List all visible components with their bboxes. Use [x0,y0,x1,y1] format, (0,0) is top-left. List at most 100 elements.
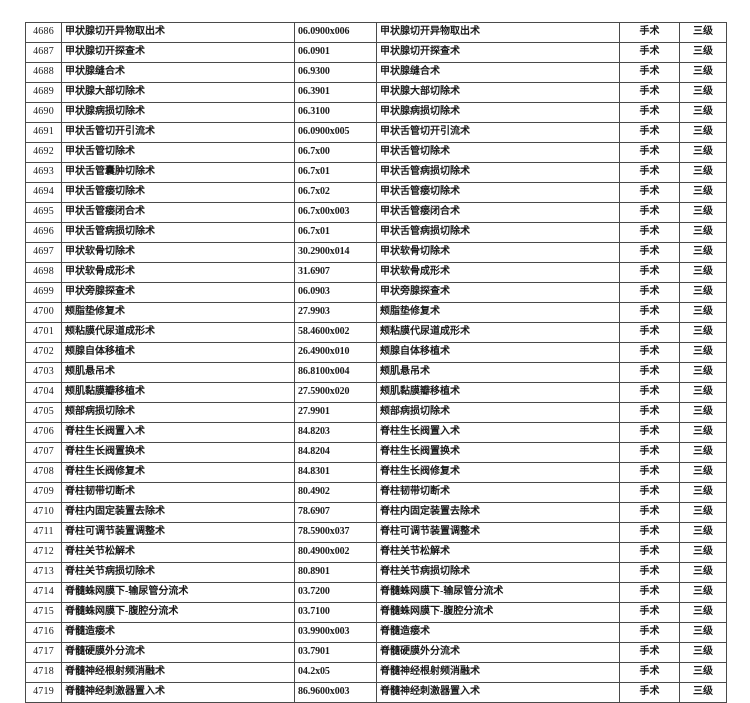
cell-procedure-name: 甲状舌管切除术 [61,142,295,163]
table-row[interactable]: 4689 甲状腺大部切除术 06.3901 甲状腺大部切除术 手术 三级 [25,82,727,103]
cell-procedure-name: 甲状舌管囊肿切除术 [61,162,295,183]
cell-procedure-level: 三级 [679,622,727,643]
cell-procedure-level: 三级 [679,542,727,563]
cell-standard-procedure-name: 脊髓神经刺激器置入术 [376,682,620,703]
cell-sequence-number: 4716 [25,622,62,643]
cell-procedure-name: 甲状旁腺探查术 [61,282,295,303]
cell-procedure-type: 手术 [619,362,680,383]
cell-procedure-name: 脊柱生长阀置换术 [61,442,295,463]
table-row[interactable]: 4715 脊髓蛛网膜下-腹腔分流术 03.7100 脊髓蛛网膜下-腹腔分流术 手术 三级 [25,602,727,623]
cell-procedure-name: 颊粘膜代尿道成形术 [61,322,295,343]
cell-procedure-level: 三级 [679,62,727,83]
cell-procedure-name: 颊肌黏膜瓣移植术 [61,382,295,403]
cell-sequence-number: 4702 [25,342,62,363]
cell-standard-procedure-name: 甲状软骨切除术 [376,242,620,263]
cell-procedure-name: 甲状腺切开异物取出术 [61,22,295,43]
table-row[interactable]: 4718 脊髓神经根射频消融术 04.2x05 脊髓神经根射频消融术 手术 三级 [25,662,727,683]
cell-procedure-level: 三级 [679,382,727,403]
table-row[interactable]: 4687 甲状腺切开探查术 06.0901 甲状腺切开探查术 手术 三级 [25,42,727,63]
table-row[interactable]: 4705 颊部病损切除术 27.9901 颊部病损切除术 手术 三级 [25,402,727,423]
cell-standard-procedure-name: 颊脂垫修复术 [376,302,620,323]
cell-procedure-name: 脊柱关节松解术 [61,542,295,563]
cell-standard-procedure-name: 颊粘膜代尿道成形术 [376,322,620,343]
cell-standard-procedure-name: 脊柱生长阀置入术 [376,422,620,443]
table-row[interactable]: 4711 脊柱可调节装置调整术 78.5900x037 脊柱可调节装置调整术 手术 三级 [25,522,727,543]
cell-procedure-code: 84.8204 [294,442,377,463]
table-row[interactable]: 4704 颊肌黏膜瓣移植术 27.5900x020 颊肌黏膜瓣移植术 手术 三级 [25,382,727,403]
cell-procedure-type: 手术 [619,662,680,683]
table-row[interactable]: 4719 脊髓神经刺激器置入术 86.9600x003 脊髓神经刺激器置入术 手术 三级 [25,682,727,703]
table-row[interactable]: 4709 脊柱韧带切断术 80.4902 脊柱韧带切断术 手术 三级 [25,482,727,503]
cell-sequence-number: 4715 [25,602,62,623]
table-row[interactable]: 4692 甲状舌管切除术 06.7x00 甲状舌管切除术 手术 三级 [25,142,727,163]
cell-procedure-type: 手术 [619,382,680,403]
cell-procedure-level: 三级 [679,402,727,423]
cell-standard-procedure-name: 甲状腺大部切除术 [376,82,620,103]
table-row[interactable]: 4693 甲状舌管囊肿切除术 06.7x01 甲状舌管病损切除术 手术 三级 [25,162,727,183]
cell-sequence-number: 4689 [25,82,62,103]
table-row[interactable]: 4688 甲状腺缝合术 06.9300 甲状腺缝合术 手术 三级 [25,62,727,83]
cell-procedure-name: 脊髓神经根射频消融术 [61,662,295,683]
table-row[interactable]: 4699 甲状旁腺探查术 06.0903 甲状旁腺探查术 手术 三级 [25,282,727,303]
cell-procedure-code: 27.9901 [294,402,377,423]
cell-procedure-level: 三级 [679,202,727,223]
cell-procedure-level: 三级 [679,242,727,263]
cell-sequence-number: 4718 [25,662,62,683]
table-row[interactable]: 4700 颊脂垫修复术 27.9903 颊脂垫修复术 手术 三级 [25,302,727,323]
table-row[interactable]: 4690 甲状腺病损切除术 06.3100 甲状腺病损切除术 手术 三级 [25,102,727,123]
cell-sequence-number: 4690 [25,102,62,123]
table-row[interactable]: 4686 甲状腺切开异物取出术 06.0900x006 甲状腺切开异物取出术 手术 三级 [25,22,727,43]
cell-sequence-number: 4701 [25,322,62,343]
table-row[interactable]: 4713 脊柱关节病损切除术 80.8901 脊柱关节病损切除术 手术 三级 [25,562,727,583]
cell-standard-procedure-name: 脊柱生长阀修复术 [376,462,620,483]
table-row[interactable]: 4701 颊粘膜代尿道成形术 58.4600x002 颊粘膜代尿道成形术 手术 三级 [25,322,727,343]
table-row[interactable]: 4708 脊柱生长阀修复术 84.8301 脊柱生长阀修复术 手术 三级 [25,462,727,483]
cell-procedure-code: 84.8203 [294,422,377,443]
cell-standard-procedure-name: 甲状舌管病损切除术 [376,222,620,243]
procedure-catalog-table: 4686 甲状腺切开异物取出术 06.0900x006 甲状腺切开异物取出术 手术 三级 4… [25,22,727,703]
cell-procedure-name: 甲状舌管瘘切除术 [61,182,295,203]
cell-standard-procedure-name: 颊肌悬吊术 [376,362,620,383]
table-row[interactable]: 4717 脊髓硬膜外分流术 03.7901 脊髓硬膜外分流术 手术 三级 [25,642,727,663]
cell-sequence-number: 4686 [25,22,62,43]
cell-procedure-code: 86.9600x003 [294,682,377,703]
cell-sequence-number: 4695 [25,202,62,223]
table-row[interactable]: 4691 甲状舌管切开引流术 06.0900x005 甲状舌管切开引流术 手术 三级 [25,122,727,143]
cell-procedure-level: 三级 [679,482,727,503]
cell-sequence-number: 4687 [25,42,62,63]
table-row[interactable]: 4697 甲状软骨切除术 30.2900x014 甲状软骨切除术 手术 三级 [25,242,727,263]
cell-procedure-code: 06.7x02 [294,182,377,203]
cell-procedure-level: 三级 [679,462,727,483]
cell-procedure-code: 30.2900x014 [294,242,377,263]
cell-procedure-code: 06.7x00 [294,142,377,163]
cell-standard-procedure-name: 甲状舌管病损切除术 [376,162,620,183]
table-row[interactable]: 4710 脊柱内固定装置去除术 78.6907 脊柱内固定装置去除术 手术 三级 [25,502,727,523]
table-row[interactable]: 4707 脊柱生长阀置换术 84.8204 脊柱生长阀置换术 手术 三级 [25,442,727,463]
table-row[interactable]: 4716 脊髓造瘘术 03.9900x003 脊髓造瘘术 手术 三级 [25,622,727,643]
cell-procedure-level: 三级 [679,522,727,543]
table-row[interactable]: 4695 甲状舌管瘘闭合术 06.7x00x003 甲状舌管瘘闭合术 手术 三级 [25,202,727,223]
cell-sequence-number: 4711 [25,522,62,543]
cell-procedure-name: 脊髓神经刺激器置入术 [61,682,295,703]
table-container: 4686 甲状腺切开异物取出术 06.0900x006 甲状腺切开异物取出术 手术 三级 4… [25,22,727,703]
cell-procedure-type: 手术 [619,622,680,643]
cell-procedure-level: 三级 [679,342,727,363]
cell-procedure-name: 脊柱生长阀置入术 [61,422,295,443]
cell-procedure-name: 甲状腺大部切除术 [61,82,295,103]
table-row[interactable]: 4706 脊柱生长阀置入术 84.8203 脊柱生长阀置入术 手术 三级 [25,422,727,443]
cell-standard-procedure-name: 颊肌黏膜瓣移植术 [376,382,620,403]
table-row[interactable]: 4702 颊腺自体移植术 26.4900x010 颊腺自体移植术 手术 三级 [25,342,727,363]
cell-procedure-type: 手术 [619,682,680,703]
table-row[interactable]: 4703 颊肌悬吊术 86.8100x004 颊肌悬吊术 手术 三级 [25,362,727,383]
cell-procedure-level: 三级 [679,322,727,343]
cell-procedure-type: 手术 [619,602,680,623]
table-row[interactable]: 4694 甲状舌管瘘切除术 06.7x02 甲状舌管瘘切除术 手术 三级 [25,182,727,203]
table-row[interactable]: 4714 脊髓蛛网膜下-输尿管分流术 03.7200 脊髓蛛网膜下-输尿管分流术 手术三… [25,582,727,603]
table-row[interactable]: 4696 甲状舌管病损切除术 06.7x01 甲状舌管病损切除术 手术 三级 [25,222,727,243]
table-row[interactable]: 4712 脊柱关节松解术 80.4900x002 脊柱关节松解术 手术 三级 [25,542,727,563]
cell-procedure-name: 脊柱内固定装置去除术 [61,502,295,523]
cell-procedure-code: 86.8100x004 [294,362,377,383]
table-row[interactable]: 4698 甲状软骨成形术 31.6907 甲状软骨成形术 手术 三级 [25,262,727,283]
cell-procedure-type: 手术 [619,522,680,543]
cell-sequence-number: 4704 [25,382,62,403]
